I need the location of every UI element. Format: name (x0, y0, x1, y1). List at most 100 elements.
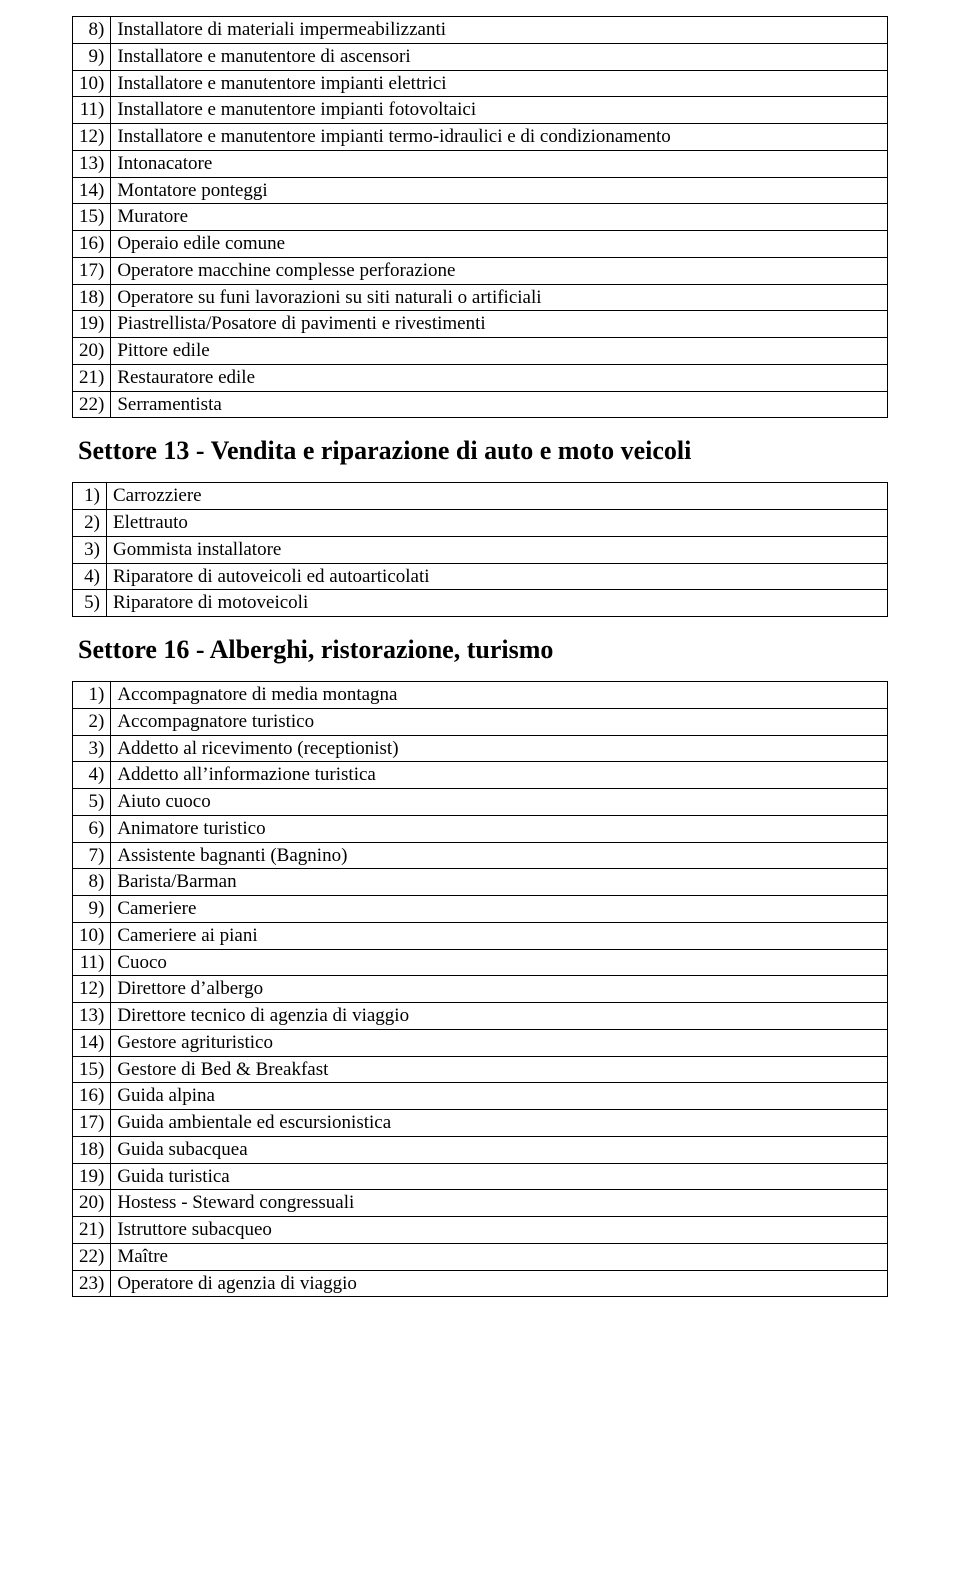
item-label: Installatore di materiali impermeabilizz… (111, 17, 888, 44)
item-label: Gestore di Bed & Breakfast (111, 1056, 888, 1083)
items-table: 8)Installatore di materiali impermeabili… (72, 16, 888, 418)
item-number: 8) (73, 869, 111, 896)
item-number: 16) (73, 231, 111, 258)
table-row: 13)Direttore tecnico di agenzia di viagg… (73, 1003, 888, 1030)
item-label: Riparatore di autoveicoli ed autoarticol… (107, 563, 888, 590)
item-number: 17) (73, 1110, 111, 1137)
section-heading: Settore 16 - Alberghi, ristorazione, tur… (78, 635, 888, 665)
table-row: 14)Montatore ponteggi (73, 177, 888, 204)
item-number: 21) (73, 1217, 111, 1244)
table-row: 23)Operatore di agenzia di viaggio (73, 1270, 888, 1297)
item-number: 13) (73, 150, 111, 177)
item-label: Operatore di agenzia di viaggio (111, 1270, 888, 1297)
item-number: 10) (73, 70, 111, 97)
item-number: 20) (73, 338, 111, 365)
item-number: 1) (73, 483, 107, 510)
item-label: Gestore agrituristico (111, 1029, 888, 1056)
item-label: Piastrellista/Posatore di pavimenti e ri… (111, 311, 888, 338)
item-number: 10) (73, 922, 111, 949)
item-label: Installatore e manutentore impianti foto… (111, 97, 888, 124)
item-label: Aiuto cuoco (111, 789, 888, 816)
item-label: Operatore macchine complesse perforazion… (111, 257, 888, 284)
item-label: Addetto al ricevimento (receptionist) (111, 735, 888, 762)
item-number: 11) (73, 97, 111, 124)
item-label: Cameriere (111, 896, 888, 923)
table-row: 6)Animatore turistico (73, 815, 888, 842)
table-row: 20)Pittore edile (73, 338, 888, 365)
item-number: 19) (73, 311, 111, 338)
table-row: 17)Guida ambientale ed escursionistica (73, 1110, 888, 1137)
item-label: Installatore e manutentore impianti term… (111, 124, 888, 151)
item-number: 12) (73, 976, 111, 1003)
item-number: 19) (73, 1163, 111, 1190)
item-label: Accompagnatore di media montagna (111, 682, 888, 709)
item-label: Elettrauto (107, 510, 888, 537)
item-number: 9) (73, 896, 111, 923)
item-number: 23) (73, 1270, 111, 1297)
table-row: 9)Installatore e manutentore di ascensor… (73, 43, 888, 70)
table-row: 3)Addetto al ricevimento (receptionist) (73, 735, 888, 762)
item-label: Installatore e manutentore di ascensori (111, 43, 888, 70)
item-number: 17) (73, 257, 111, 284)
table-row: 19)Guida turistica (73, 1163, 888, 1190)
item-number: 20) (73, 1190, 111, 1217)
item-label: Accompagnatore turistico (111, 708, 888, 735)
table-row: 12)Direttore d’albergo (73, 976, 888, 1003)
table-row: 2)Accompagnatore turistico (73, 708, 888, 735)
item-number: 9) (73, 43, 111, 70)
table-row: 4)Addetto all’informazione turistica (73, 762, 888, 789)
table-row: 9)Cameriere (73, 896, 888, 923)
table-row: 21)Istruttore subacqueo (73, 1217, 888, 1244)
item-label: Maître (111, 1243, 888, 1270)
item-label: Cuoco (111, 949, 888, 976)
table-row: 7)Assistente bagnanti (Bagnino) (73, 842, 888, 869)
item-label: Pittore edile (111, 338, 888, 365)
item-label: Restauratore edile (111, 364, 888, 391)
item-number: 11) (73, 949, 111, 976)
item-label: Guida ambientale ed escursionistica (111, 1110, 888, 1137)
table-row: 1)Accompagnatore di media montagna (73, 682, 888, 709)
item-label: Muratore (111, 204, 888, 231)
item-number: 5) (73, 590, 107, 617)
item-label: Operaio edile comune (111, 231, 888, 258)
item-number: 22) (73, 1243, 111, 1270)
item-label: Serramentista (111, 391, 888, 418)
item-number: 15) (73, 204, 111, 231)
item-number: 2) (73, 708, 111, 735)
table-row: 22)Serramentista (73, 391, 888, 418)
items-table: 1)Carrozziere2)Elettrauto3)Gommista inst… (72, 482, 888, 617)
table-row: 11)Installatore e manutentore impianti f… (73, 97, 888, 124)
item-number: 14) (73, 177, 111, 204)
item-number: 4) (73, 762, 111, 789)
section-heading: Settore 13 - Vendita e riparazione di au… (78, 436, 888, 466)
table-row: 10)Cameriere ai piani (73, 922, 888, 949)
item-number: 12) (73, 124, 111, 151)
table-row: 16)Guida alpina (73, 1083, 888, 1110)
item-number: 16) (73, 1083, 111, 1110)
item-label: Riparatore di motoveicoli (107, 590, 888, 617)
item-number: 15) (73, 1056, 111, 1083)
item-label: Installatore e manutentore impianti elet… (111, 70, 888, 97)
table-row: 18)Operatore su funi lavorazioni su siti… (73, 284, 888, 311)
table-row: 13)Intonacatore (73, 150, 888, 177)
item-number: 3) (73, 735, 111, 762)
item-label: Direttore tecnico di agenzia di viaggio (111, 1003, 888, 1030)
table-row: 4)Riparatore di autoveicoli ed autoartic… (73, 563, 888, 590)
item-label: Hostess - Steward congressuali (111, 1190, 888, 1217)
table-row: 10)Installatore e manutentore impianti e… (73, 70, 888, 97)
item-label: Guida alpina (111, 1083, 888, 1110)
item-label: Barista/Barman (111, 869, 888, 896)
table-row: 17)Operatore macchine complesse perforaz… (73, 257, 888, 284)
item-number: 22) (73, 391, 111, 418)
item-number: 21) (73, 364, 111, 391)
item-label: Direttore d’albergo (111, 976, 888, 1003)
document-page: 8)Installatore di materiali impermeabili… (0, 0, 960, 1345)
table-row: 16)Operaio edile comune (73, 231, 888, 258)
items-table: 1)Accompagnatore di media montagna2)Acco… (72, 681, 888, 1297)
item-number: 8) (73, 17, 111, 44)
item-label: Montatore ponteggi (111, 177, 888, 204)
item-number: 1) (73, 682, 111, 709)
item-label: Istruttore subacqueo (111, 1217, 888, 1244)
item-label: Guida turistica (111, 1163, 888, 1190)
table-row: 18)Guida subacquea (73, 1136, 888, 1163)
